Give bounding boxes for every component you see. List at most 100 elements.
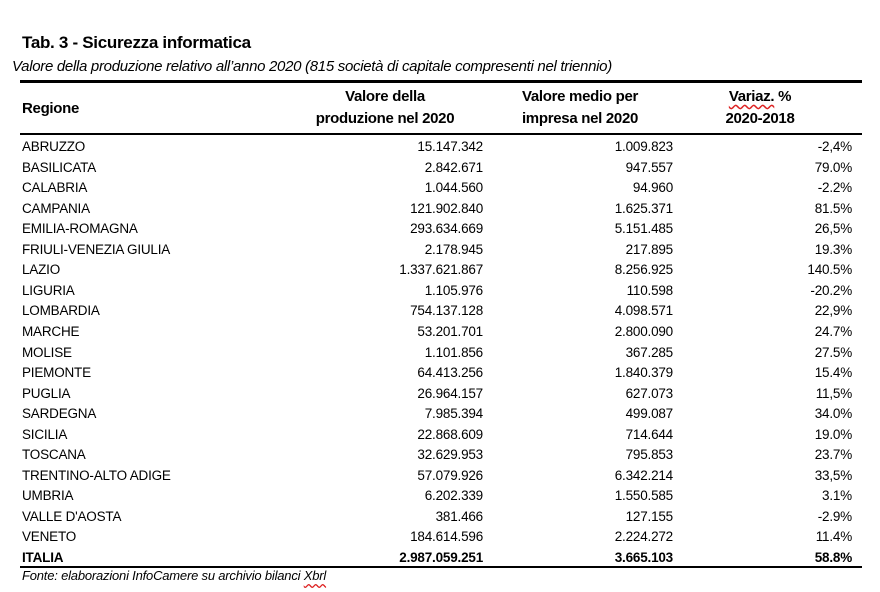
cell-average-value: 217.895	[625, 241, 674, 257]
footer-text: Fonte: elaborazioni InfoCamere su archiv…	[22, 568, 304, 583]
cell-production-value: 2.178.945	[424, 241, 483, 257]
cell-region: SICILIA	[22, 426, 68, 442]
cell-production-value: 1.337.621.867	[399, 262, 483, 278]
cell-variation: 24.7%	[814, 323, 852, 339]
table-row: SARDEGNA 7.985.394 499.087 34.0%	[0, 404, 880, 424]
table-row: VALLE D'AOSTA 381.466 127.155 -2.9%	[0, 507, 880, 527]
header-regione: Regione	[22, 100, 80, 117]
top-rule	[20, 80, 862, 83]
cell-variation: 81.5%	[814, 200, 852, 216]
total-row: ITALIA 2.987.059.251 3.665.103 58.8%	[0, 548, 880, 568]
cell-production-value: 1.044.560	[424, 180, 483, 196]
cell-production-value: 32.629.953	[417, 447, 483, 463]
cell-production-value: 754.137.128	[410, 303, 483, 319]
cell-region: SARDEGNA	[22, 406, 97, 422]
header-variaz: Variaz. % 2020-2018	[680, 86, 840, 130]
cell-variation: 58.8%	[814, 550, 852, 565]
table-row: LAZIO 1.337.621.867 8.256.925 140.5%	[0, 260, 880, 280]
header-valore-line2: produzione nel 2020	[315, 110, 455, 127]
cell-average-value: 627.073	[625, 385, 674, 401]
cell-region: VENETO	[22, 529, 77, 545]
cell-region: TOSCANA	[22, 447, 86, 463]
cell-region: LOMBARDIA	[22, 303, 100, 319]
cell-production-value: 26.964.157	[417, 385, 483, 401]
cell-variation: 11,5%	[815, 385, 852, 401]
table-title: Tab. 3 - Sicurezza informatica	[22, 33, 251, 52]
header-variaz-word: Variaz.	[728, 88, 775, 105]
table-row: PIEMONTE 64.413.256 1.840.379 15.4%	[0, 363, 880, 383]
cell-average-value: 499.087	[625, 406, 674, 422]
cell-region: PIEMONTE	[22, 365, 91, 381]
header-variaz-pct: %	[774, 88, 792, 105]
cell-variation: 3.1%	[822, 488, 852, 504]
footer-xbrl: Xbrl	[303, 568, 327, 583]
cell-average-value: 1.625.371	[614, 200, 673, 216]
cell-average-value: 2.800.090	[614, 323, 673, 339]
cell-region: BASILICATA	[22, 159, 97, 175]
cell-variation: -20.2%	[810, 282, 852, 298]
cell-average-value: 1.009.823	[614, 139, 673, 154]
header-rule	[20, 133, 862, 135]
header-variaz-line1: Variaz. %	[680, 86, 840, 108]
header-valore: Valore della produzione nel 2020	[285, 86, 485, 130]
table-row: PUGLIA 26.964.157 627.073 11,5%	[0, 384, 880, 404]
cell-region: MOLISE	[22, 344, 72, 360]
cell-average-value: 1.840.379	[614, 365, 673, 381]
header-valore-line1: Valore della	[345, 88, 425, 105]
cell-average-value: 714.644	[625, 426, 674, 442]
cell-variation: 79.0%	[814, 159, 852, 175]
cell-average-value: 3.665.103	[614, 550, 673, 565]
table-row: VENETO 184.614.596 2.224.272 11.4%	[0, 527, 880, 547]
cell-average-value: 1.550.585	[614, 488, 673, 504]
table-row: EMILIA-ROMAGNA 293.634.669 5.151.485 26,5%	[0, 219, 880, 239]
table-row: ABRUZZO 15.147.342 1.009.823 -2,4%	[0, 137, 880, 157]
cell-average-value: 795.853	[625, 447, 674, 463]
cell-variation: 140.5%	[807, 262, 852, 278]
source-footer: Fonte: elaborazioni InfoCamere su archiv…	[22, 568, 326, 583]
cell-variation: 34.0%	[814, 406, 852, 422]
cell-variation: 19.0%	[814, 426, 852, 442]
table-row: LOMBARDIA 754.137.128 4.098.571 22,9%	[0, 301, 880, 321]
cell-production-value: 64.413.256	[417, 365, 483, 381]
table-row: FRIULI-VENEZIA GIULIA 2.178.945 217.895 19.…	[0, 240, 880, 260]
cell-variation: 23.7%	[814, 447, 852, 463]
cell-variation: 27.5%	[814, 344, 852, 360]
table-row: MARCHE 53.201.701 2.800.090 24.7%	[0, 322, 880, 342]
cell-region: CAMPANIA	[22, 200, 90, 216]
header-variaz-line2: 2020-2018	[725, 110, 795, 127]
cell-variation: -2.2%	[817, 180, 852, 196]
header-medio: Valore medio per impresa nel 2020	[480, 86, 680, 130]
cell-region: ABRUZZO	[22, 139, 86, 154]
cell-variation: 19.3%	[814, 241, 852, 257]
cell-variation: 15.4%	[814, 365, 852, 381]
table-row: TRENTINO-ALTO ADIGE 57.079.926 6.342.214 33…	[0, 466, 880, 486]
table-row: BASILICATA 2.842.671 947.557 79.0%	[0, 158, 880, 178]
cell-variation: 33,5%	[814, 467, 852, 483]
cell-region: FRIULI-VENEZIA GIULIA	[22, 241, 171, 257]
cell-production-value: 1.105.976	[424, 282, 483, 298]
cell-region: VALLE D'AOSTA	[22, 508, 122, 524]
table-row: SICILIA 22.868.609 714.644 19.0%	[0, 425, 880, 445]
table-subtitle: Valore della produzione relativo all’ann…	[12, 58, 612, 75]
cell-production-value: 381.466	[435, 508, 484, 524]
cell-production-value: 15.147.342	[417, 139, 483, 154]
cell-average-value: 2.224.272	[614, 529, 673, 545]
cell-average-value: 8.256.925	[614, 262, 673, 278]
cell-production-value: 7.985.394	[424, 406, 483, 422]
cell-variation: 26,5%	[814, 221, 852, 237]
table-row: LIGURIA 1.105.976 110.598 -20.2%	[0, 281, 880, 301]
cell-average-value: 5.151.485	[614, 221, 673, 237]
cell-region: EMILIA-ROMAGNA	[22, 221, 138, 237]
cell-region: PUGLIA	[22, 385, 71, 401]
cell-region: UMBRIA	[22, 488, 74, 504]
header-medio-line2: impresa nel 2020	[521, 110, 639, 127]
cell-region: TRENTINO-ALTO ADIGE	[22, 467, 171, 483]
cell-production-value: 121.902.840	[410, 200, 483, 216]
cell-production-value: 1.101.856	[424, 344, 483, 360]
cell-average-value: 94.960	[632, 180, 673, 196]
cell-average-value: 6.342.214	[614, 467, 673, 483]
cell-region: MARCHE	[22, 323, 80, 339]
table-row: MOLISE 1.101.856 367.285 27.5%	[0, 343, 880, 363]
cell-production-value: 184.614.596	[410, 529, 483, 545]
cell-variation: 22,9%	[814, 303, 852, 319]
